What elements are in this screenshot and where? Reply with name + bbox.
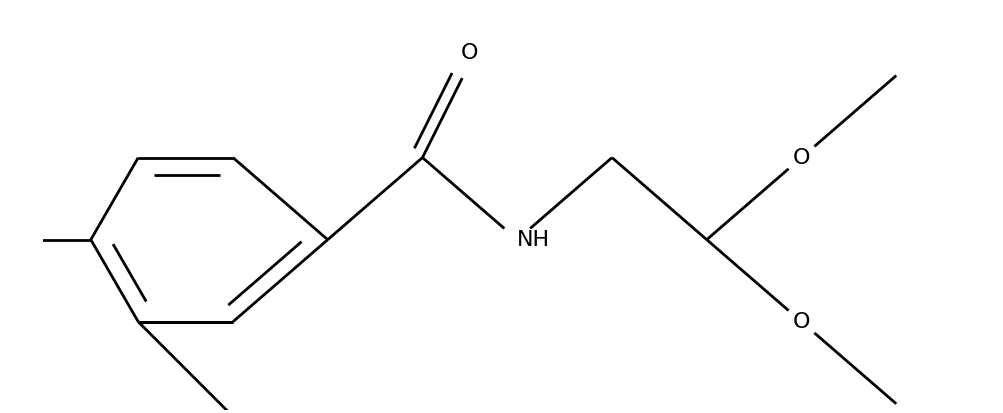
Text: O: O <box>792 147 809 168</box>
Text: O: O <box>460 43 478 63</box>
Text: O: O <box>792 312 809 332</box>
Text: NH: NH <box>517 230 550 250</box>
